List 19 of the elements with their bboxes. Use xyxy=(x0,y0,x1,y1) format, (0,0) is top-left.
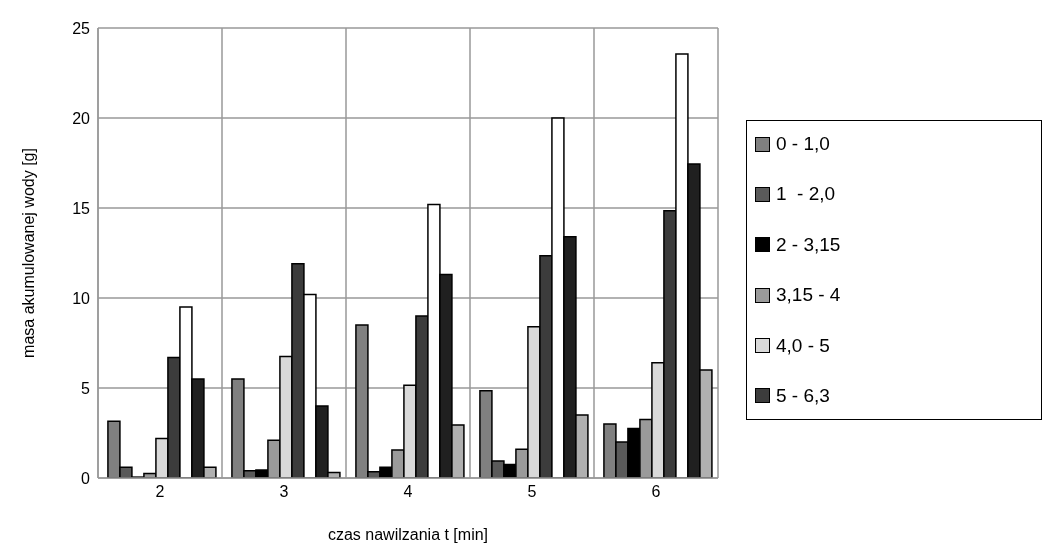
x-axis-title: czas nawilzania t [min] xyxy=(327,526,489,543)
y-tick-label: 25 xyxy=(72,19,91,37)
legend-label: 3,15 - 4 xyxy=(776,284,841,307)
legend-label: 5 - 6,3 xyxy=(776,384,830,407)
y-axis-title: masa akumulowanej wody [g] xyxy=(19,148,37,358)
y-tick-label: 0 xyxy=(81,469,91,487)
legend-label: 1 - 2,0 xyxy=(776,183,836,206)
legend-label: 4,0 - 5 xyxy=(776,334,830,357)
legend-label: 0 - 1,0 xyxy=(776,133,830,155)
y-tick-label: 5 xyxy=(81,379,91,397)
x-tick-label: 4 xyxy=(403,483,413,501)
y-tick-label: 15 xyxy=(72,199,91,217)
x-tick-label: 5 xyxy=(527,483,537,501)
x-tick-label: 6 xyxy=(651,483,661,501)
x-tick-label: 2 xyxy=(155,483,165,501)
y-tick-label: 10 xyxy=(72,289,91,307)
x-tick-label: 3 xyxy=(279,483,289,501)
y-tick-label: 20 xyxy=(72,109,91,127)
legend-label: 2 - 3,15 xyxy=(776,233,841,256)
